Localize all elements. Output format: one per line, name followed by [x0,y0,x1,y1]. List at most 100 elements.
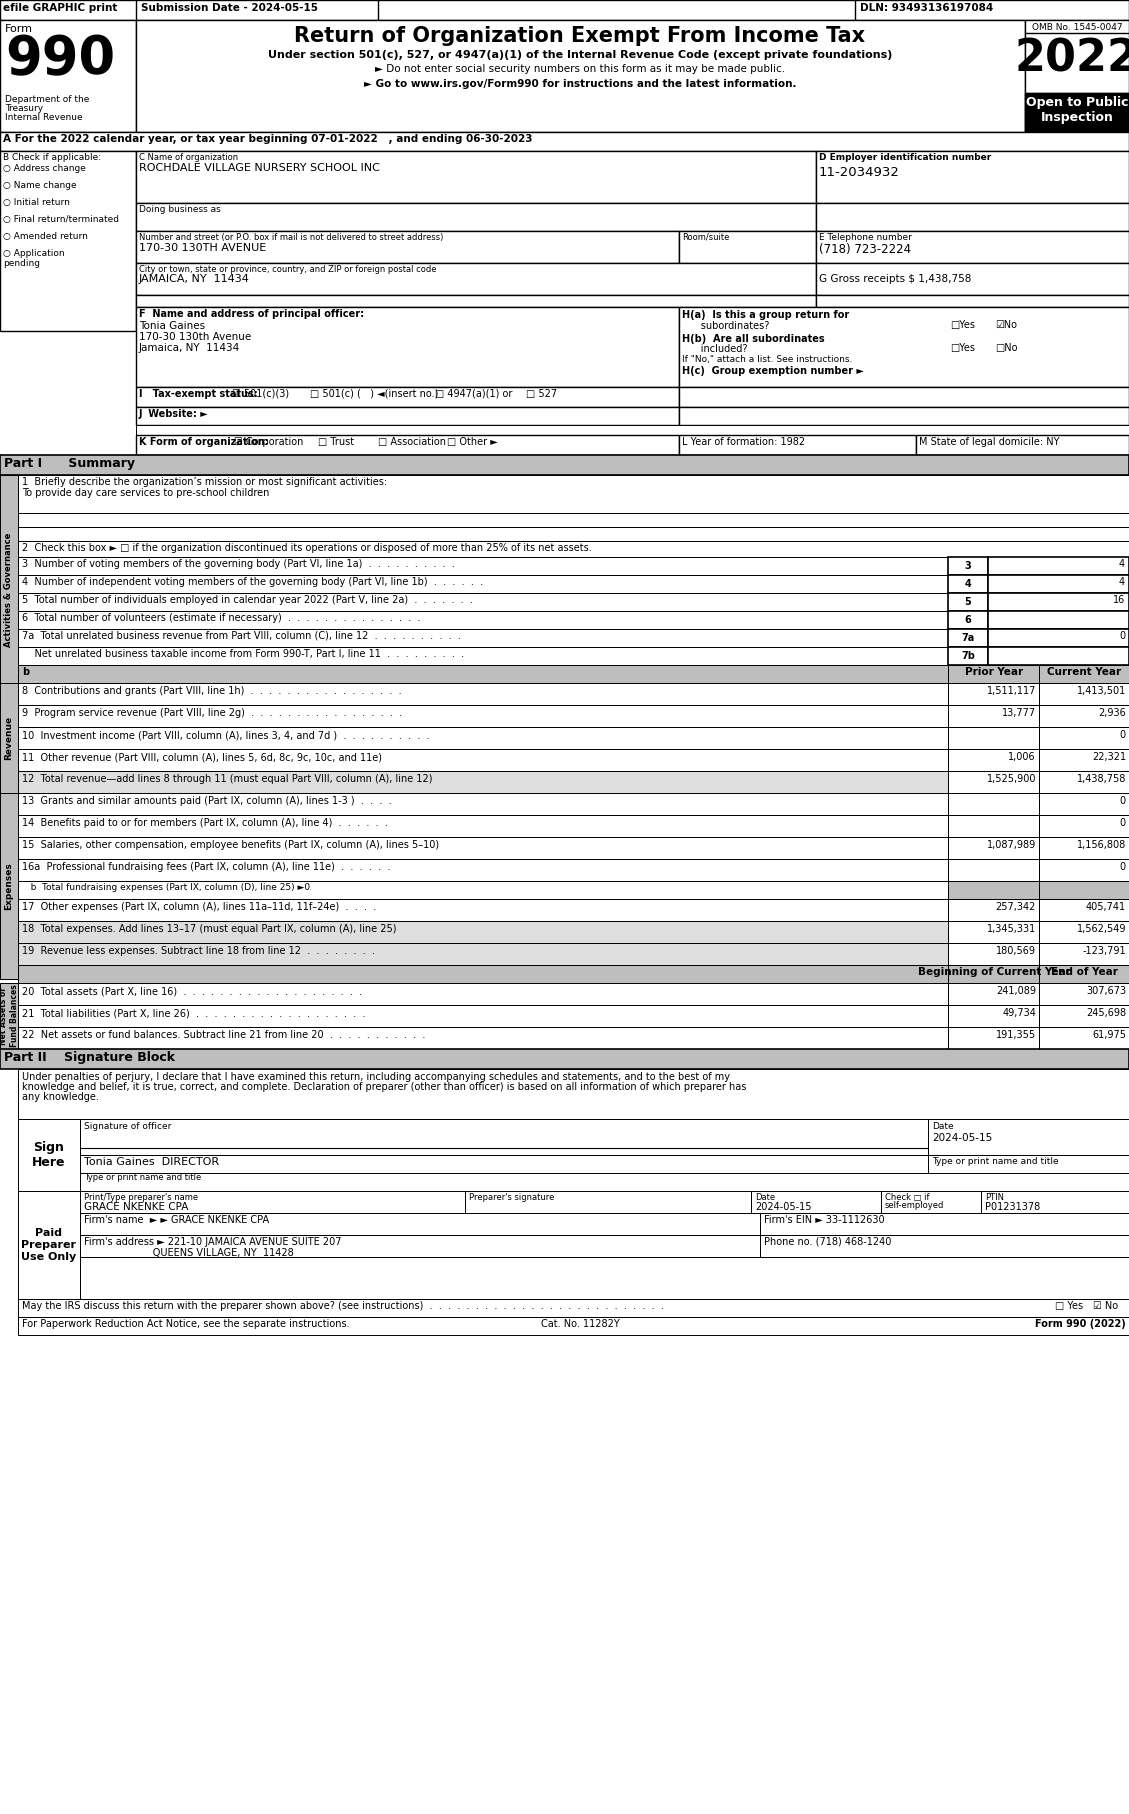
Bar [80,1257,1129,1299]
Bar [928,1156,1129,1174]
Bar [760,1214,1129,1235]
Bar [948,706,1039,727]
Text: Beginning of Current Year: Beginning of Current Year [918,967,1070,978]
Text: □No: □No [995,343,1017,354]
Bar [135,151,816,203]
Text: 170-30 130TH AVENUE: 170-30 130TH AVENUE [139,243,266,252]
Bar [0,132,1129,151]
Bar [988,629,1129,648]
Text: 5: 5 [964,597,971,608]
Bar [1039,900,1129,922]
Bar [988,611,1129,629]
Bar [948,727,1039,749]
Text: 307,673: 307,673 [1086,987,1126,996]
Text: Date: Date [755,1194,776,1203]
Bar [948,611,988,629]
Bar [18,684,948,706]
Bar [135,263,816,296]
Text: GRACE NKENKE CPA: GRACE NKENKE CPA [84,1203,189,1212]
Text: □ Yes: □ Yes [1054,1301,1083,1312]
Text: 7a  Total unrelated business revenue from Part VIII, column (C), line 12  .  .  : 7a Total unrelated business revenue from… [21,631,461,640]
Text: 257,342: 257,342 [996,902,1036,912]
Bar [1039,836,1129,860]
Text: Type or print name and title: Type or print name and title [933,1157,1059,1166]
Bar [18,727,948,749]
Text: ○ Initial return: ○ Initial return [3,198,70,207]
Bar [1039,793,1129,814]
Bar [816,203,1129,230]
Text: 11  Other revenue (Part VIII, column (A), lines 5, 6d, 8c, 9c, 10c, and 11e): 11 Other revenue (Part VIII, column (A),… [21,753,382,762]
Text: □ Other ►: □ Other ► [447,437,498,446]
Text: ROCHDALE VILLAGE NURSERY SCHOOL INC: ROCHDALE VILLAGE NURSERY SCHOOL INC [139,163,379,172]
Text: 19  Revenue less expenses. Subtract line 18 from line 12  .  .  .  .  .  .  .  .: 19 Revenue less expenses. Subtract line … [21,945,375,956]
Bar [679,386,1129,406]
Text: 0: 0 [1120,862,1126,873]
Text: 0: 0 [1120,796,1126,805]
Text: Date: Date [933,1123,954,1130]
Bar [948,575,988,593]
Bar [1039,771,1129,793]
Bar [881,1192,981,1214]
Text: 11-2034932: 11-2034932 [819,167,900,180]
Bar [948,965,1129,983]
Text: 4: 4 [1119,577,1124,588]
Text: H(b)  Are all subordinates: H(b) Are all subordinates [682,334,824,345]
Text: self-employed: self-employed [885,1201,944,1210]
Text: Return of Organization Exempt From Income Tax: Return of Organization Exempt From Incom… [295,25,866,45]
Text: 1,525,900: 1,525,900 [987,775,1036,784]
Text: H(a)  Is this a group return for: H(a) Is this a group return for [682,310,849,319]
Bar [1039,684,1129,706]
Text: 990: 990 [5,33,115,85]
Text: Net Assets or
Fund Balances: Net Assets or Fund Balances [0,985,19,1047]
Bar [18,771,948,793]
Bar [18,922,948,943]
Bar [18,836,948,860]
Text: subordinates?: subordinates? [682,321,769,330]
Text: 13  Grants and similar amounts paid (Part IX, column (A), lines 1-3 )  .  .  .  : 13 Grants and similar amounts paid (Part… [21,796,392,805]
Bar [1039,749,1129,771]
Text: 7b: 7b [961,651,975,660]
Bar [18,528,1129,541]
Text: 21  Total liabilities (Part X, line 26)  .  .  .  .  .  .  .  .  .  .  .  .  .  : 21 Total liabilities (Part X, line 26) .… [21,1009,366,1018]
Text: 241,089: 241,089 [996,987,1036,996]
Text: □ 501(c) (   ) ◄(insert no.): □ 501(c) ( ) ◄(insert no.) [310,388,438,399]
Text: 49,734: 49,734 [1003,1009,1036,1018]
Text: 3: 3 [964,561,971,571]
Text: 22,321: 22,321 [1092,753,1126,762]
Text: 191,355: 191,355 [996,1030,1036,1039]
Bar [1039,1005,1129,1027]
Bar [928,1119,1129,1156]
Text: B Check if applicable:: B Check if applicable: [3,152,102,161]
Text: 7a: 7a [962,633,974,642]
Bar [948,922,1039,943]
Bar [0,475,18,706]
Text: Open to Public
Inspection: Open to Public Inspection [1026,96,1128,123]
Text: □ Association: □ Association [378,437,446,446]
Text: OMB No. 1545-0047: OMB No. 1545-0047 [1032,24,1122,33]
Bar [18,706,948,727]
Text: □ Trust: □ Trust [318,437,355,446]
Bar [948,593,988,611]
Bar [816,151,1129,203]
Bar [948,882,1039,900]
Text: Form 990 (2022): Form 990 (2022) [1035,1319,1126,1330]
Bar [679,307,1129,386]
Text: 20  Total assets (Part X, line 16)  .  .  .  .  .  .  .  .  .  .  .  .  .  .  . : 20 Total assets (Part X, line 16) . . . … [21,987,362,996]
Bar [18,593,948,611]
Bar [948,629,988,648]
Text: E Telephone number: E Telephone number [819,232,912,241]
Text: Activities & Governance: Activities & Governance [5,533,14,648]
Bar [18,749,948,771]
Text: 0: 0 [1120,729,1126,740]
Text: Jamaica, NY  11434: Jamaica, NY 11434 [139,343,240,354]
Text: 2024-05-15: 2024-05-15 [755,1203,812,1212]
Text: ☑ No: ☑ No [1093,1301,1118,1312]
Text: 4: 4 [1119,559,1124,570]
Bar [1025,20,1129,132]
Text: Number and street (or P.O. box if mail is not delivered to street address): Number and street (or P.O. box if mail i… [139,232,444,241]
Bar [0,0,1129,20]
Text: D Employer identification number: D Employer identification number [819,152,991,161]
Bar [18,1119,80,1192]
Text: City or town, state or province, country, and ZIP or foreign postal code: City or town, state or province, country… [139,265,437,274]
Text: Under penalties of perjury, I declare that I have examined this return, includin: Under penalties of perjury, I declare th… [21,1072,730,1081]
